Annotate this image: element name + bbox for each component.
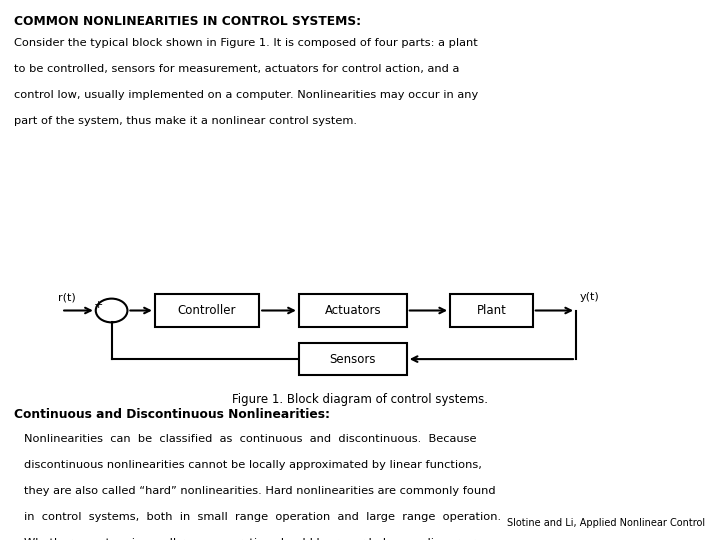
Text: Actuators: Actuators [325,304,381,317]
Text: y(t): y(t) [580,292,599,302]
Text: part of the system, thus make it a nonlinear control system.: part of the system, thus make it a nonli… [14,116,357,126]
Bar [155,294,259,327]
Bar [299,343,407,375]
Text: -: - [111,315,115,326]
Text: they are also called “hard” nonlinearities. Hard nonlinearities are commonly fou: they are also called “hard” nonlineariti… [24,486,496,496]
Text: discontinuous nonlinearities cannot be locally approximated by linear functions,: discontinuous nonlinearities cannot be l… [24,460,482,470]
Text: Consider the typical block shown in Figure 1. It is composed of four parts: a pl: Consider the typical block shown in Figu… [14,38,478,48]
Text: in  control  systems,  both  in  small  range  operation  and  large  range  ope: in control systems, both in small range … [24,512,502,522]
Text: Whether a system in small range operation should be regarded as nonlinear or: Whether a system in small range operatio… [24,538,476,540]
Text: Figure 1. Block diagram of control systems.: Figure 1. Block diagram of control syste… [232,393,488,406]
Text: control low, usually implemented on a computer. Nonlinearities may occur in any: control low, usually implemented on a co… [14,90,479,100]
Text: Nonlinearities  can  be  classified  as  continuous  and  discontinuous.  Becaus: Nonlinearities can be classified as cont… [24,434,477,444]
Text: Controller: Controller [178,304,236,317]
Bar [299,294,407,327]
Text: COMMON NONLINEARITIES IN CONTROL SYSTEMS:: COMMON NONLINEARITIES IN CONTROL SYSTEMS… [14,15,361,28]
Bar [450,294,533,327]
Text: Slotine and Li, Applied Nonlinear Control: Slotine and Li, Applied Nonlinear Contro… [508,518,706,528]
Text: Plant: Plant [477,304,506,317]
Text: Continuous and Discontinuous Nonlinearities:: Continuous and Discontinuous Nonlinearit… [14,408,330,421]
Text: to be controlled, sensors for measurement, actuators for control action, and a: to be controlled, sensors for measuremen… [14,64,460,74]
Text: +: + [94,300,103,309]
Text: Sensors: Sensors [330,353,376,366]
Text: r(t): r(t) [58,292,76,302]
